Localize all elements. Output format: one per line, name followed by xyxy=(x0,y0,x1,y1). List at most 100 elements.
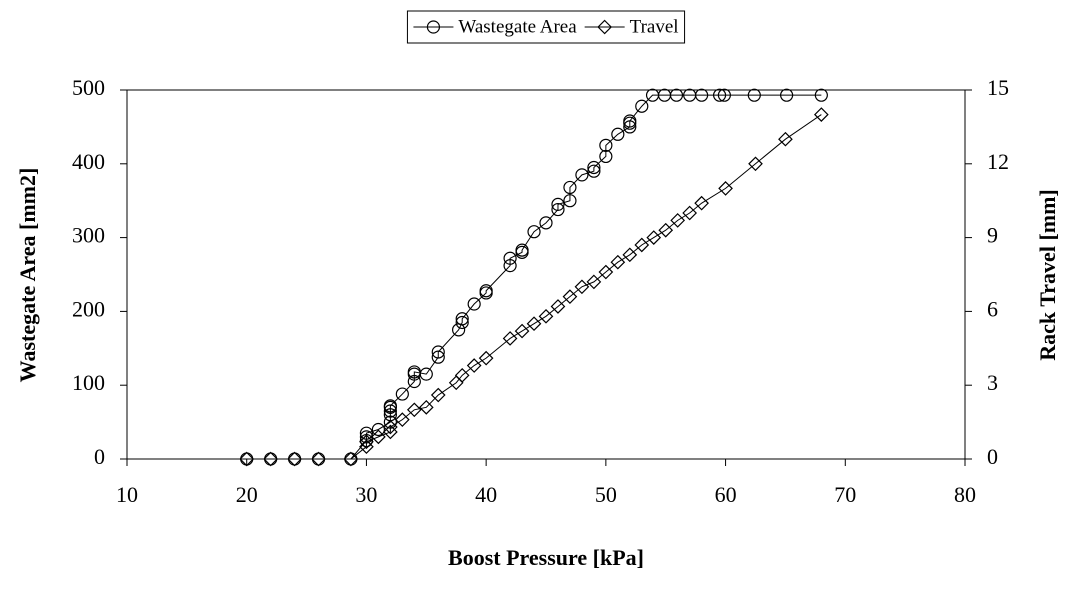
plot-frame xyxy=(126,89,966,460)
circle-marker xyxy=(599,138,613,152)
series-line xyxy=(246,114,822,460)
circle-marker xyxy=(551,202,565,217)
legend-box xyxy=(406,10,686,44)
x-tick-label: 30 xyxy=(355,482,377,507)
diamond-marker xyxy=(622,247,638,263)
circle-marker xyxy=(455,315,469,330)
x-tick-label: 40 xyxy=(475,482,497,507)
circle-marker xyxy=(539,216,553,230)
diamond-marker xyxy=(718,181,733,196)
x-tick-label: 80 xyxy=(954,482,976,507)
circle-marker xyxy=(455,312,469,326)
diamond-marker xyxy=(778,131,793,147)
y-tick-label: 300 xyxy=(72,223,105,248)
y-tick-label: 100 xyxy=(72,370,105,395)
x-tick-label: 20 xyxy=(236,482,258,507)
diamond-marker xyxy=(526,316,542,332)
y2-tick-label: 12 xyxy=(987,149,1009,174)
diamond-marker xyxy=(646,230,662,245)
diamond-marker xyxy=(562,289,578,304)
diamond-marker xyxy=(454,368,470,383)
diamond-marker xyxy=(263,451,279,467)
circle-marker xyxy=(383,399,397,413)
y2-tick-label: 9 xyxy=(987,223,998,248)
y-tick-label: 200 xyxy=(72,296,105,321)
diamond-marker xyxy=(406,402,422,418)
diamond-marker xyxy=(550,299,566,314)
circle-marker xyxy=(587,160,601,175)
diamond-marker xyxy=(586,274,602,290)
diamond-marker xyxy=(239,451,255,467)
legend: Wastegate Area Travel xyxy=(406,10,686,44)
diamond-marker xyxy=(311,451,326,467)
circle-marker xyxy=(575,168,589,182)
y2-tick-label: 6 xyxy=(987,296,998,321)
x-tick-label: 60 xyxy=(715,482,737,507)
circle-marker xyxy=(623,120,637,134)
y-tick-label: 0 xyxy=(94,444,105,469)
circle-marker xyxy=(599,149,613,164)
diamond-marker xyxy=(610,254,626,270)
diamond-marker xyxy=(383,419,398,435)
diamond-marker xyxy=(694,195,709,211)
circle-marker xyxy=(747,88,761,102)
circle-marker xyxy=(717,88,731,102)
circle-marker xyxy=(623,114,637,128)
legend-label: Travel xyxy=(630,16,679,37)
diamond-marker xyxy=(371,429,386,445)
circle-marker xyxy=(635,99,649,113)
circle-marker xyxy=(371,422,385,437)
circle-marker xyxy=(426,20,441,34)
circle-marker xyxy=(503,251,517,265)
y-axis-title: Wastegate Area [mm2] xyxy=(15,168,40,383)
x-tick-label: 70 xyxy=(834,482,856,507)
y2-axis-title: Rack Travel [mm] xyxy=(1035,189,1060,360)
diamond-marker xyxy=(658,222,674,238)
series-line xyxy=(246,94,822,460)
circle-marker xyxy=(669,88,684,102)
circle-marker xyxy=(551,197,565,211)
diamond-marker xyxy=(670,213,686,228)
circle-marker xyxy=(712,88,727,102)
circle-marker xyxy=(695,88,709,102)
x-tick-label: 50 xyxy=(595,482,617,507)
diamond-marker xyxy=(466,358,482,373)
circle-marker xyxy=(419,367,433,381)
circle-marker xyxy=(383,404,397,418)
circle-marker xyxy=(563,180,577,195)
circle-marker xyxy=(479,284,493,298)
circle-marker xyxy=(515,243,529,257)
diamond-marker xyxy=(394,412,410,427)
diamond-marker xyxy=(813,107,829,122)
x-tick-label: 10 xyxy=(116,482,138,507)
circle-marker xyxy=(814,88,828,102)
diamond-marker xyxy=(287,451,302,467)
diamond-marker xyxy=(502,331,518,346)
diamond-marker xyxy=(418,399,434,415)
y-tick-label: 500 xyxy=(72,75,105,100)
circle-marker xyxy=(359,426,374,440)
circle-marker xyxy=(587,164,601,178)
y-tick-label: 400 xyxy=(72,149,105,174)
circle-marker xyxy=(431,350,445,364)
circle-marker xyxy=(467,297,481,311)
y2-tick-label: 0 xyxy=(987,444,998,469)
diamond-marker xyxy=(598,264,614,280)
diamond-marker xyxy=(574,279,590,295)
legend-label: Wastegate Area xyxy=(458,16,577,37)
circle-marker xyxy=(611,127,625,141)
circle-marker xyxy=(503,259,517,273)
diamond-marker xyxy=(514,323,530,339)
diamond-marker xyxy=(359,434,374,450)
diamond-marker xyxy=(748,156,763,172)
circle-marker xyxy=(431,345,445,359)
circle-marker xyxy=(395,387,409,401)
diamond-marker xyxy=(343,451,359,467)
x-axis-title: Boost Pressure [kPa] xyxy=(448,545,644,570)
circle-marker xyxy=(563,194,577,208)
diamond-marker xyxy=(634,237,650,253)
diamond-marker xyxy=(597,19,612,35)
circle-marker xyxy=(527,225,541,239)
